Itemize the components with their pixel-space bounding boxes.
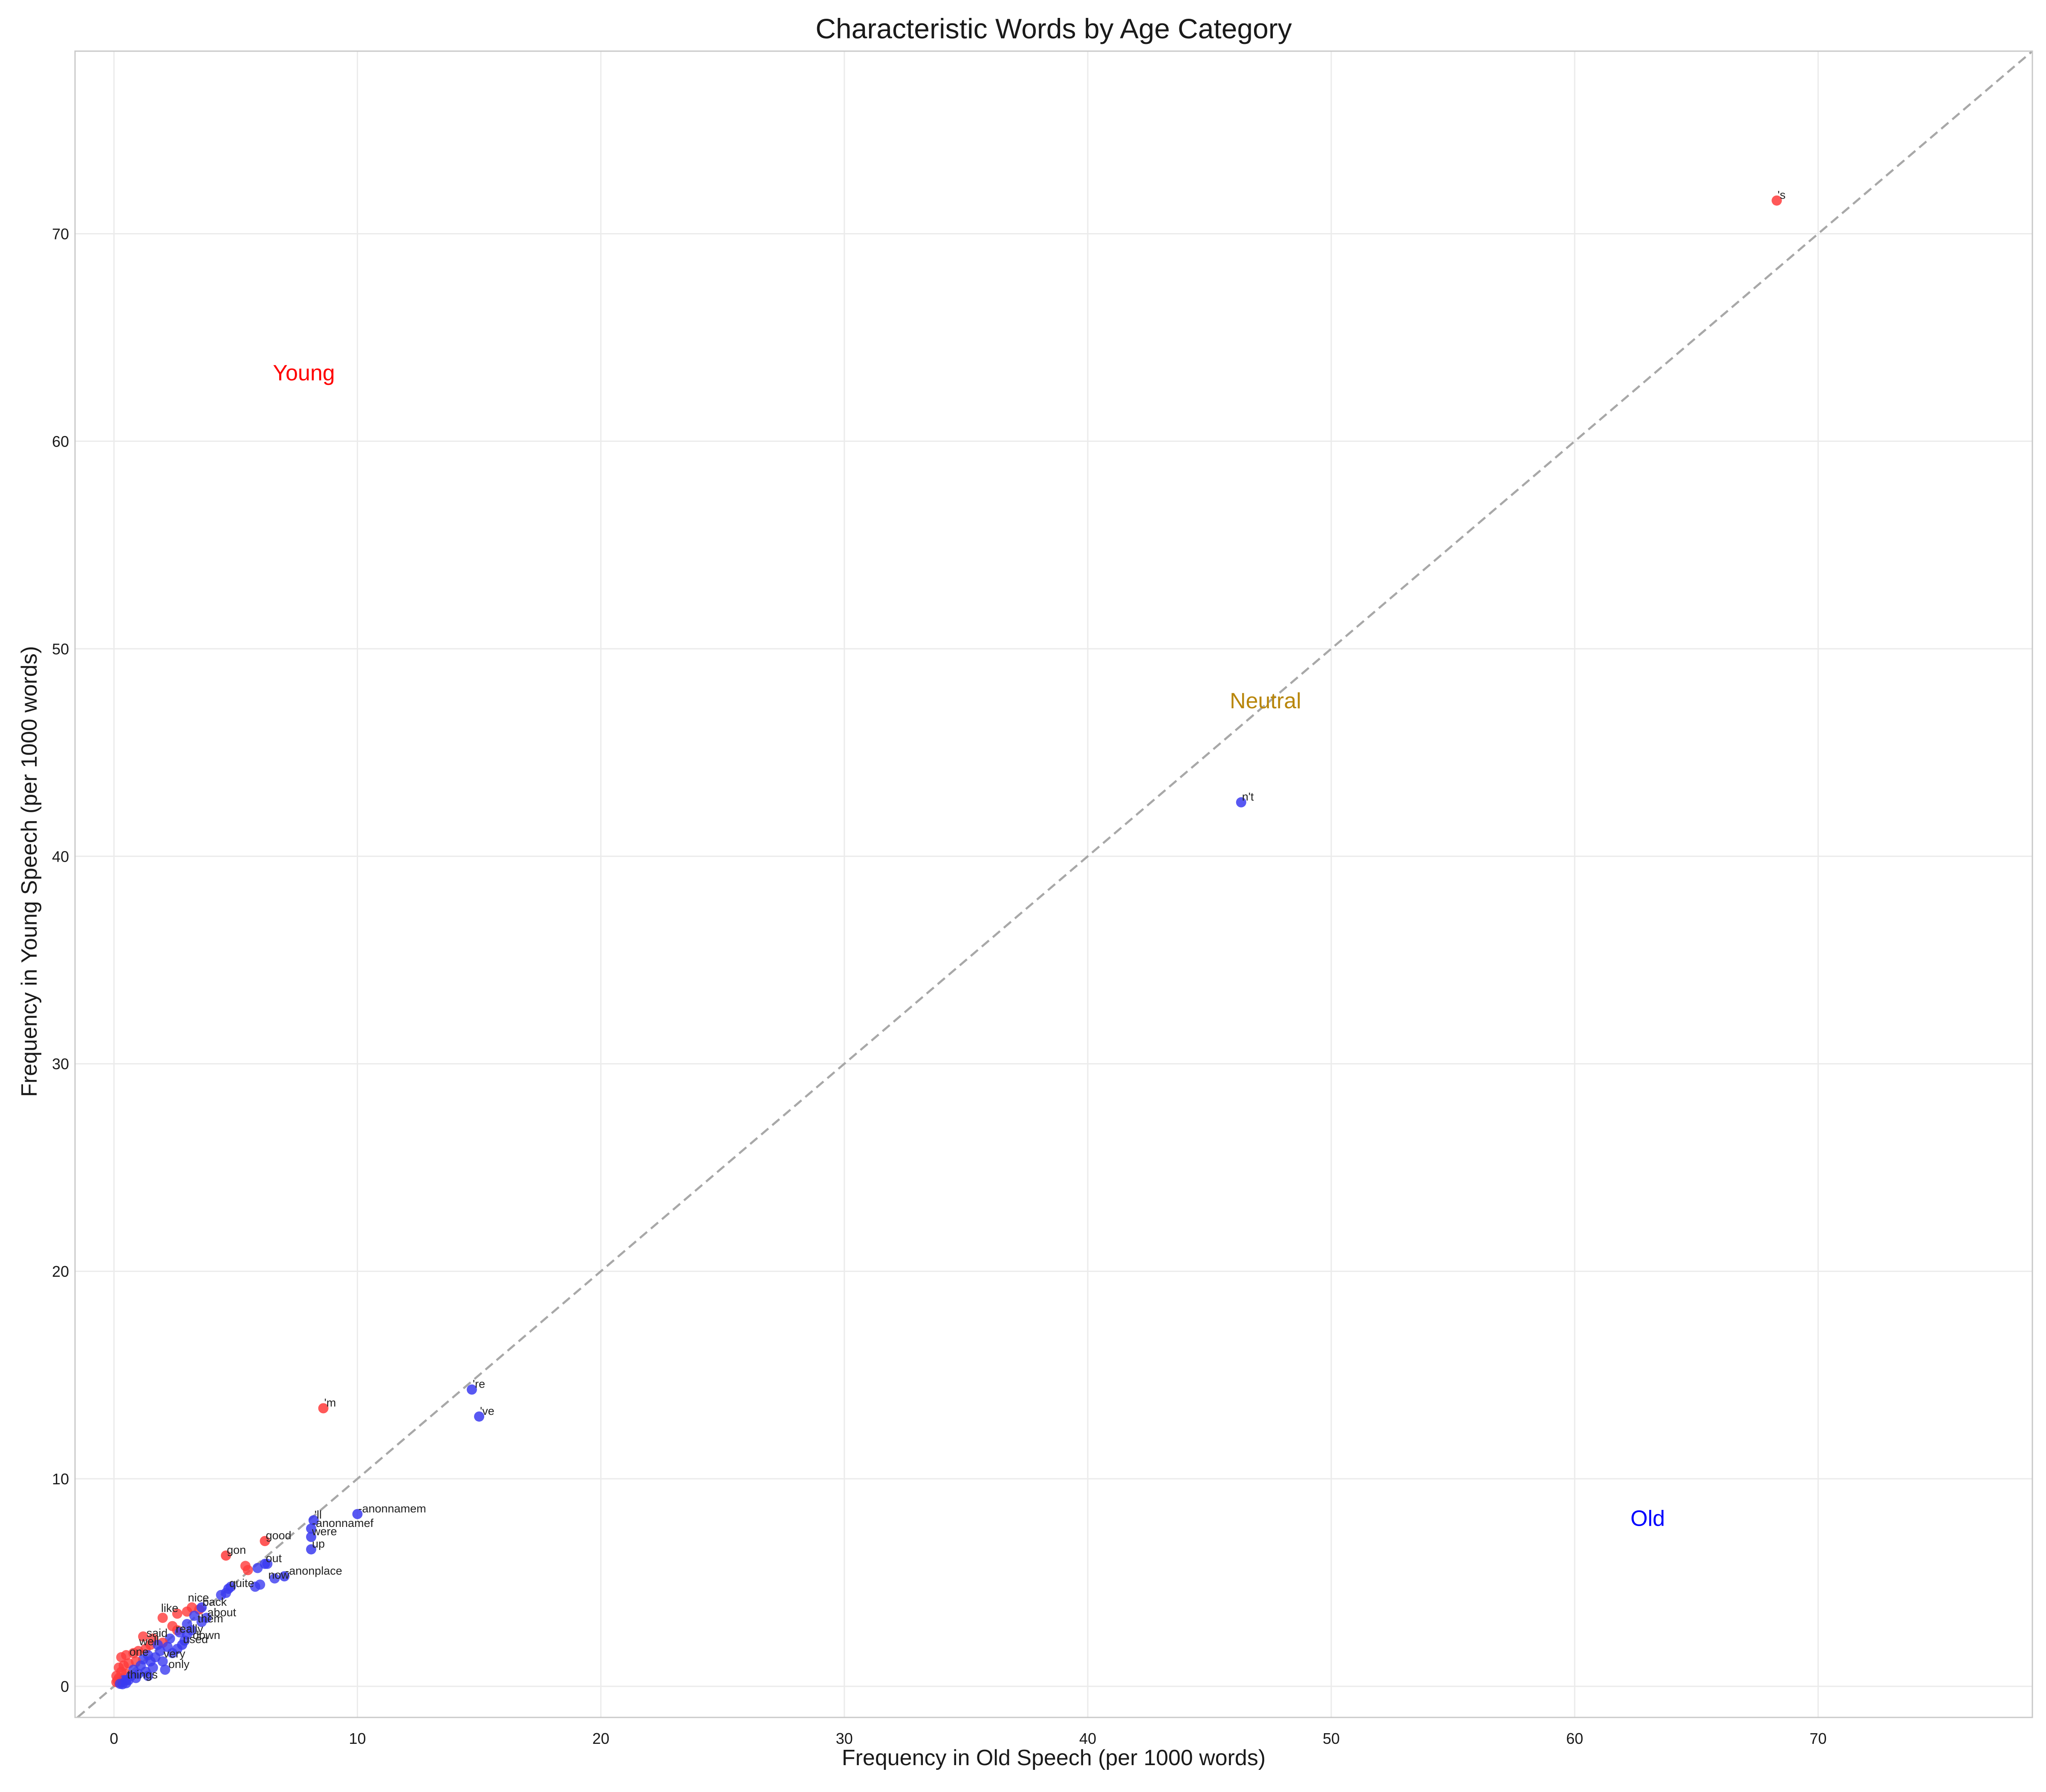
scatter-point-young xyxy=(260,1536,270,1547)
scatter-point-old xyxy=(157,1656,168,1667)
point-label: them xyxy=(198,1612,223,1625)
scatter-point-old xyxy=(196,1602,207,1613)
scatter-point-young xyxy=(221,1550,231,1561)
x-tick-label: 60 xyxy=(1566,1730,1583,1747)
y-tick-label: 20 xyxy=(52,1263,69,1280)
reference-line xyxy=(77,50,2033,1718)
scatter-point-old xyxy=(269,1573,280,1584)
x-tick-label: 0 xyxy=(110,1730,118,1747)
point-label: like xyxy=(161,1602,179,1615)
point-label: really xyxy=(176,1622,203,1635)
scatter-point-old xyxy=(474,1411,485,1422)
scatter-point-old xyxy=(306,1544,317,1555)
y-tick-label: 30 xyxy=(52,1055,69,1073)
scatter-point-young xyxy=(138,1631,148,1642)
point-label: -anonnamef xyxy=(312,1517,374,1529)
point-label: 're xyxy=(473,1378,485,1391)
point-label: nice xyxy=(188,1591,209,1604)
scatter-point-old xyxy=(174,1627,185,1638)
y-tick-label: 10 xyxy=(52,1470,69,1488)
scatter-point-old xyxy=(250,1581,260,1592)
diagonal-reference-line xyxy=(77,50,2033,1718)
y-tick-labels: 0 10 20 30 40 50 60 70 xyxy=(52,225,69,1695)
point-label: n't xyxy=(1242,791,1254,803)
x-tick-label: 10 xyxy=(349,1730,366,1747)
x-tick-label: 30 xyxy=(836,1730,853,1747)
region-label-young: Young xyxy=(273,361,335,386)
point-label: out xyxy=(266,1552,282,1565)
point-label: back xyxy=(202,1596,227,1608)
plot-frame xyxy=(74,50,2033,1718)
point-label: 've xyxy=(480,1405,494,1417)
y-tick-label: 0 xyxy=(61,1678,69,1695)
y-tick-label: 50 xyxy=(52,640,69,658)
y-axis-label: Frequency in Young Speech (per 1000 word… xyxy=(17,646,42,1097)
x-tick-label: 20 xyxy=(592,1730,610,1747)
scatter-point-old xyxy=(189,1610,199,1621)
point-label: were xyxy=(312,1525,337,1538)
y-tick-label: 40 xyxy=(52,848,69,865)
x-tick-label: 40 xyxy=(1079,1730,1096,1747)
scatter-point-old xyxy=(143,1671,153,1681)
point-label: very xyxy=(164,1648,186,1660)
scatter-point-old xyxy=(196,1617,207,1628)
point-label: 'll xyxy=(315,1508,322,1521)
grid-lines xyxy=(75,51,2032,1717)
point-label: used xyxy=(183,1633,208,1646)
chart-title: Characteristic Words by Age Category xyxy=(815,13,1292,44)
region-label-old: Old xyxy=(1630,1506,1665,1531)
point-label: gon xyxy=(227,1544,246,1556)
point-label: 's xyxy=(1777,189,1786,202)
scatter-point-old xyxy=(121,1675,131,1685)
scatter-point-old xyxy=(352,1509,363,1519)
scatter-point-old xyxy=(308,1515,319,1526)
x-tick-labels: 0 10 20 30 40 50 60 70 xyxy=(110,1730,1826,1747)
data-points xyxy=(111,195,1782,1690)
region-labels: Young Neutral Old xyxy=(273,361,1665,1531)
scatter-point-young xyxy=(116,1652,127,1662)
scatter-point-young xyxy=(172,1608,182,1619)
point-label: -anonplace xyxy=(285,1564,342,1577)
x-tick-label: 70 xyxy=(1809,1730,1826,1747)
x-axis-label: Frequency in Old Speech (per 1000 words) xyxy=(842,1746,1266,1770)
scatter-point-old xyxy=(223,1584,234,1594)
point-label: 'm xyxy=(324,1396,336,1409)
scatter-point-young xyxy=(318,1403,329,1414)
y-tick-label: 60 xyxy=(52,433,69,450)
scatter-point-old xyxy=(466,1384,477,1395)
scatter-point-old xyxy=(1236,797,1246,808)
point-label: up xyxy=(312,1538,325,1550)
scatter-point-old xyxy=(160,1665,170,1675)
scatter-point-young xyxy=(243,1565,253,1576)
point-label: well xyxy=(139,1635,159,1648)
point-label: one xyxy=(130,1645,149,1658)
scatter-point-old xyxy=(177,1639,188,1650)
scatter-point-old xyxy=(306,1532,317,1542)
point-label: only xyxy=(168,1658,190,1671)
scatter-point-old xyxy=(260,1558,270,1569)
scatter-point-old xyxy=(306,1523,317,1534)
point-label: said xyxy=(147,1627,168,1639)
point-label: about xyxy=(207,1606,236,1619)
point-labels: 's n't 're 've 'm -anonnamem 'll-anonnamefwere… xyxy=(127,189,1786,1681)
scatter-point-young xyxy=(1771,195,1782,206)
point-label: down xyxy=(193,1629,220,1642)
scatter-point-young xyxy=(157,1613,168,1623)
point-label: -anonnamem xyxy=(358,1502,426,1515)
point-label: good xyxy=(266,1529,291,1542)
point-label: now xyxy=(268,1569,289,1581)
region-label-neutral: Neutral xyxy=(1230,689,1301,713)
point-label: things xyxy=(127,1668,158,1681)
y-tick-label: 70 xyxy=(52,225,69,242)
point-label: quite xyxy=(229,1577,254,1590)
x-tick-label: 50 xyxy=(1323,1730,1340,1747)
scatter-point-old xyxy=(279,1571,290,1581)
